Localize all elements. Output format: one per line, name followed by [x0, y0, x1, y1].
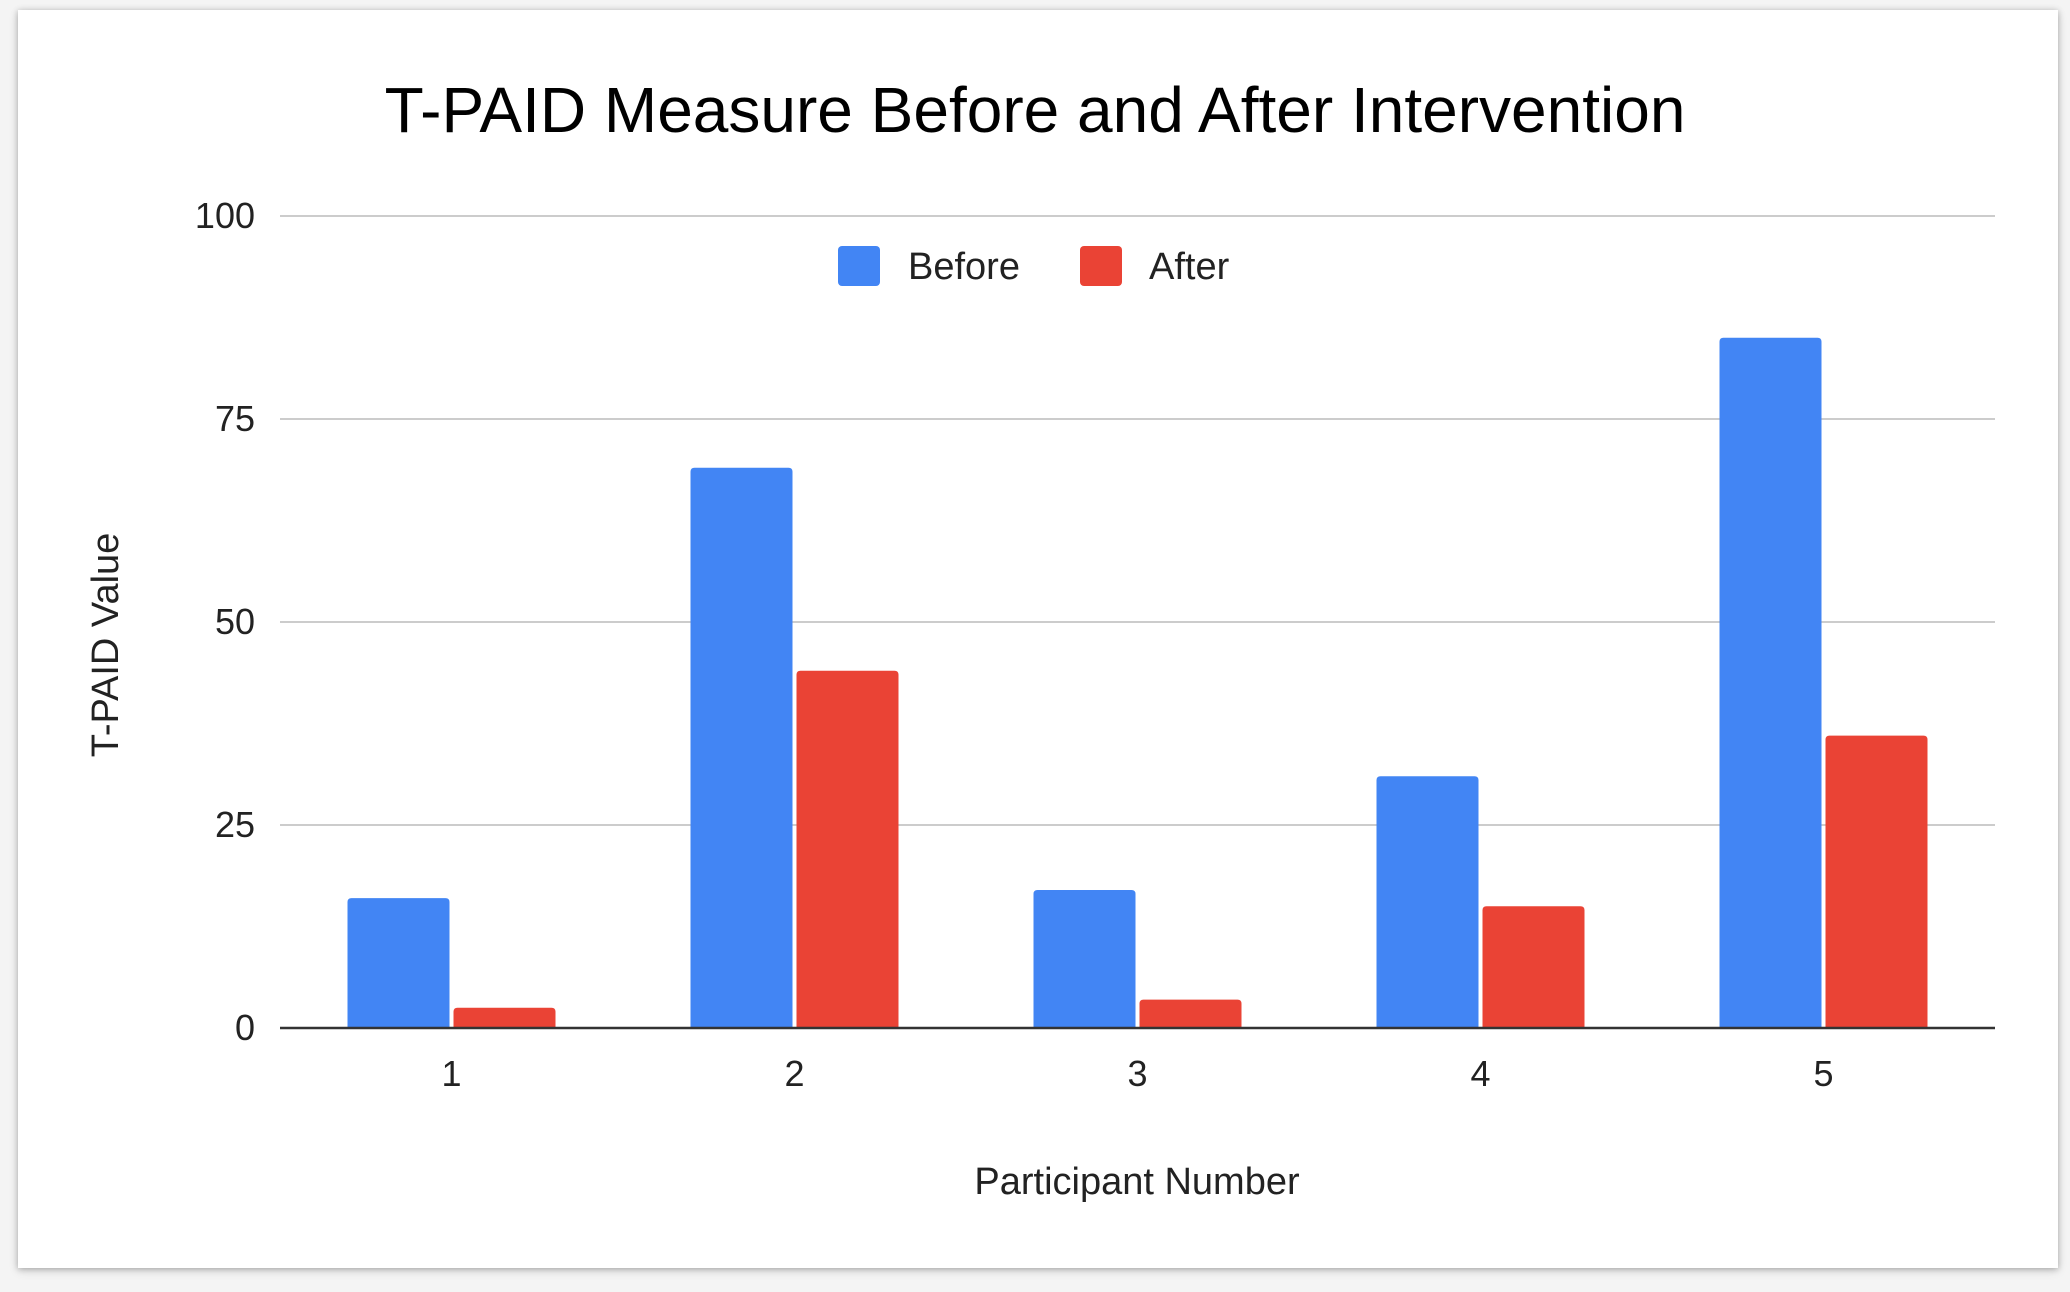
x-axis-ticks: 1 2 3 4 5 — [441, 1053, 1833, 1094]
x-tick-label: 5 — [1813, 1053, 1833, 1094]
y-axis-ticks: 0 25 50 75 100 — [195, 195, 255, 1048]
legend-swatch-after — [1080, 246, 1122, 286]
legend-label-after: After — [1149, 246, 1230, 288]
bar-before-participant-4 — [1376, 776, 1479, 1028]
legend: Before After — [838, 246, 1230, 288]
gridlines — [280, 215, 1995, 826]
bar-before-participant-1 — [347, 898, 450, 1028]
x-tick-label: 2 — [784, 1053, 804, 1094]
bar-before-participant-5 — [1719, 337, 1822, 1028]
y-axis-title: T-PAID Value — [85, 533, 127, 758]
bar-after-participant-4 — [1482, 906, 1585, 1028]
bar-after-participant-5 — [1825, 735, 1928, 1028]
bar-after-participant-2 — [796, 670, 899, 1028]
legend-swatch-before — [838, 246, 880, 286]
x-tick-label: 4 — [1470, 1053, 1490, 1094]
y-tick-label: 100 — [195, 195, 255, 236]
bar-before-participant-3 — [1033, 889, 1136, 1028]
bar-after-participant-3 — [1139, 999, 1242, 1028]
y-tick-label: 50 — [215, 601, 255, 642]
x-tick-label: 1 — [441, 1053, 461, 1094]
y-tick-label: 25 — [215, 804, 255, 845]
bar-after-participant-1 — [453, 1007, 556, 1028]
chart-title: T-PAID Measure Before and After Interven… — [385, 74, 1686, 146]
chart-card — [18, 10, 2058, 1268]
x-tick-label: 3 — [1127, 1053, 1147, 1094]
x-axis-title: Participant Number — [974, 1161, 1300, 1203]
y-tick-label: 75 — [215, 398, 255, 439]
y-tick-label: 0 — [235, 1007, 255, 1048]
bars — [347, 337, 1928, 1029]
legend-label-before: Before — [908, 246, 1020, 288]
bar-before-participant-2 — [690, 467, 793, 1029]
